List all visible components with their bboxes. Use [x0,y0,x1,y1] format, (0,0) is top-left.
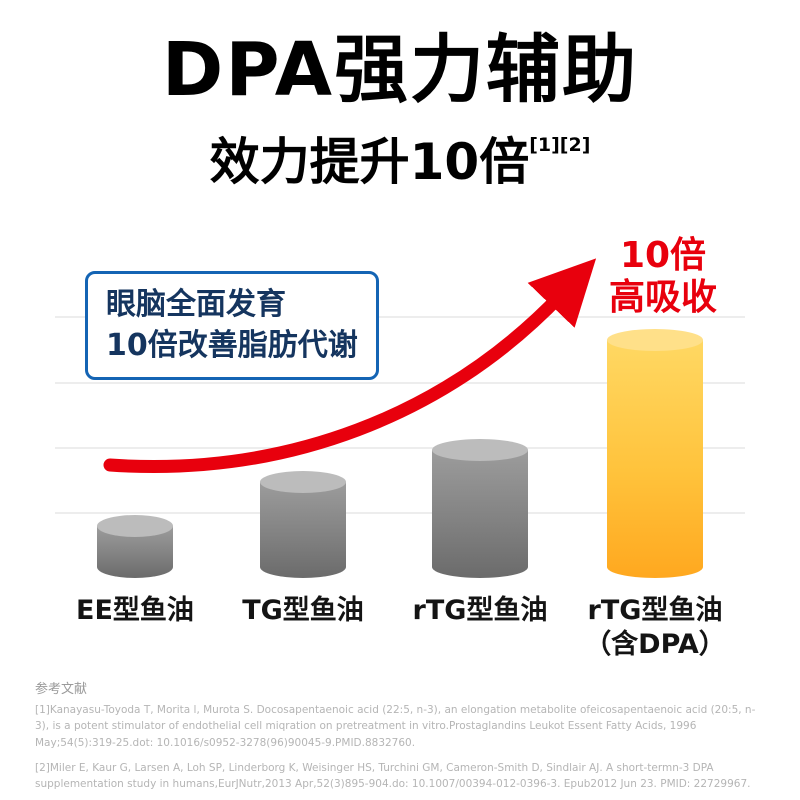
cylinder-top [260,471,346,493]
page-title: DPA强力辅助 [161,27,639,113]
cylinder-top [432,439,528,461]
cylinder-bar-highlight [607,329,703,578]
chart-bar-rtg: rTG型鱼油 [413,439,547,626]
bar-label: rTG型鱼油 （含DPA） [584,595,726,660]
chart-bar-rtg-dpa: rTG型鱼油 （含DPA） [584,329,726,660]
cylinder-bar [432,439,528,578]
gridline [55,512,745,514]
gridline [55,447,745,449]
cylinder-top [97,515,173,537]
reference-item: [2]Miler E, Kaur G, Larsen A, Loh SP, Li… [35,761,751,791]
references-heading: 参考文献 [35,682,88,697]
callout-box: 眼脑全面发育 10倍改善脂肪代谢 [85,271,379,380]
chart-bar-ee: EE型鱼油 [76,515,194,626]
chart-bar-tg: TG型鱼油 [242,471,364,626]
highlight-label: 10倍 高吸收 [583,235,743,320]
callout-line1: 眼脑全面发育 [106,287,286,322]
cylinder-body [432,450,528,578]
highlight-line2: 高吸收 [608,277,717,319]
highlight-line1: 10倍 [619,235,707,276]
bar-label: TG型鱼油 [242,595,364,626]
reference-item: [1]Kanayasu-Toyoda T, Morita l, Murota S… [35,704,756,749]
cylinder-top [607,329,703,351]
callout-line2: 10倍改善脂肪代谢 [106,328,358,364]
subtitle-citation-superscript: [1][2] [529,134,591,156]
chart-area: 眼脑全面发育 10倍改善脂肪代谢 10倍 高吸收 EE型鱼油 TG型鱼油 [55,233,745,660]
gridline [55,316,745,318]
cylinder-bar [260,471,346,578]
gridline [55,382,745,384]
cylinder-bar [97,515,173,578]
bar-label: rTG型鱼油 [412,595,548,626]
bar-label: EE型鱼油 [76,595,194,626]
references-section: 参考文献 [1]Kanayasu-Toyoda T, Morita l, Mur… [35,678,767,800]
page-subtitle: 效力提升10倍[1][2] [0,122,800,194]
cylinder-body [607,340,703,578]
cylinder-body [260,482,346,578]
subtitle-text: 效力提升10倍 [209,133,530,191]
growth-arrow-icon [103,258,597,473]
